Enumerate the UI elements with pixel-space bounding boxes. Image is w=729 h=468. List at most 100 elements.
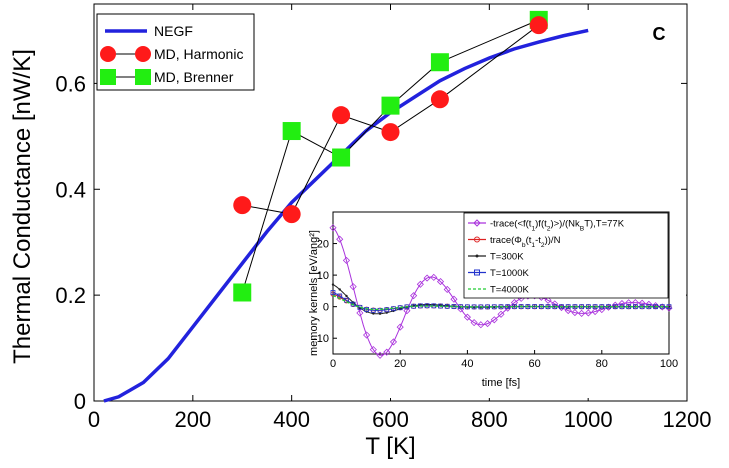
inset-series-marker (349, 283, 357, 291)
x-tick-label: 1000 (564, 407, 613, 432)
inset-series-marker (544, 296, 552, 304)
harmonic-point (332, 106, 351, 125)
brenner-point (381, 96, 400, 115)
inset-x-tick-label: 60 (528, 358, 540, 370)
inset-y-tick-label: -10 (313, 333, 329, 345)
x-axis-label: T [K] (365, 433, 415, 460)
x-tick-label: 0 (88, 407, 100, 432)
y-axis-label: Thermal Conductance [nW/K] (9, 49, 36, 364)
inset-series-marker (356, 309, 364, 317)
inset-series-marker (329, 224, 337, 232)
inset-series-marker (611, 301, 619, 309)
inset-series-marker (404, 304, 410, 310)
inset-series-marker (377, 307, 383, 313)
y-tick-label: 0 (74, 389, 86, 414)
inset-legend-box (463, 212, 669, 299)
inset-series-marker (463, 313, 471, 321)
inset-y-tick-label: 10 (317, 270, 329, 282)
inset-series-marker (370, 307, 376, 313)
y-tick-label: 0.4 (55, 177, 86, 202)
main-legend-label: MD, Brenner (154, 69, 234, 85)
inset-legend-label: T=1000K (490, 268, 529, 279)
inset-legend-marker (473, 219, 481, 227)
inset-series-marker (424, 303, 430, 309)
inset-series-marker (372, 312, 375, 315)
inset-series-marker (389, 338, 398, 346)
inset-series-line (332, 294, 669, 311)
x-tick-label: 400 (273, 407, 310, 432)
inset-x-tick-label: 0 (330, 358, 336, 370)
inset-x-tick-label: 20 (394, 358, 406, 370)
inset-series-marker (538, 304, 544, 310)
inset-series-marker (490, 316, 498, 324)
inset-series-marker (345, 294, 348, 298)
inset-series-marker (477, 321, 485, 329)
inset-series-marker (571, 309, 579, 317)
inset-y-tick-label: 0 (323, 302, 329, 314)
inset-series-marker (364, 307, 370, 312)
inset-plot: 0 20 40 60 80 100 -10 0 10 20 time [fs] memory kern… (306, 202, 686, 398)
inset-legend-label: trace(Φb(t1-t2))/N (490, 235, 561, 249)
inset-legend-label: T=300K (490, 252, 524, 263)
inset-series-marker (443, 285, 451, 294)
x-tick-label: 800 (471, 407, 508, 432)
inset-series-marker (369, 346, 377, 354)
brenner-point (430, 53, 449, 72)
inset-series-marker (599, 304, 605, 310)
inset-legend-label: T=4000K (490, 285, 529, 296)
inset-x-tick-label: 80 (596, 358, 608, 370)
inset-series-marker (639, 304, 645, 310)
inset-legend-marker (474, 236, 480, 243)
inset-series-marker (336, 235, 344, 243)
legend-brenner-marker (100, 69, 116, 85)
brenner-point (233, 283, 252, 302)
legend-harmonic-marker (100, 46, 116, 62)
inset-series-marker (497, 310, 505, 318)
inset-series-marker (410, 292, 418, 300)
inset-series-marker (383, 348, 391, 356)
inset-series-marker (450, 295, 458, 303)
inset-series-marker (559, 304, 564, 310)
inset-legend-marker (475, 254, 479, 258)
inset-series-marker (436, 278, 445, 286)
inset-series-marker (376, 351, 384, 359)
harmonic-point (529, 16, 548, 35)
inset-x-tick-label: 100 (660, 358, 678, 370)
inset-series-marker (591, 307, 599, 316)
harmonic-point (282, 205, 301, 224)
inset-series-marker (578, 309, 586, 317)
inset-series-marker (579, 304, 585, 310)
y-tick-label: 0.2 (55, 283, 86, 308)
inset-series-marker (338, 288, 341, 291)
x-tick-label: 600 (372, 407, 409, 432)
brenner-connector-line (241, 19, 539, 293)
harmonic-point (430, 90, 449, 109)
legend-brenner-marker (135, 69, 151, 85)
main-legend-label: NEGF (154, 23, 193, 39)
inset-series-marker (619, 304, 625, 310)
y-tick-label: 0.6 (55, 71, 86, 96)
inset-series-marker (384, 307, 390, 313)
x-tick-label: 1200 (663, 407, 712, 432)
inset-series-marker (584, 309, 592, 317)
brenner-point (282, 122, 301, 141)
inset-x-axis-label: time [fs] (482, 377, 521, 389)
inset-y-axis-label: memory kernels [eV/ang²] (308, 230, 320, 356)
inset-legend-marker (474, 269, 480, 276)
inset-legend-label: -trace(<f(t1)f(t2)>)/(NkBT),T=77K (490, 219, 625, 233)
main-legend-label: MD, Harmonic (154, 46, 243, 62)
harmonic-point (233, 196, 252, 215)
inset-series-marker (470, 319, 478, 327)
inset-series-marker (330, 290, 336, 295)
inset-series-marker (423, 274, 431, 282)
inset-y-tick-label: 20 (317, 239, 329, 251)
inset-series-marker (342, 256, 351, 264)
inset-series-marker (564, 306, 572, 315)
inset-series-marker (363, 331, 371, 339)
brenner-point (332, 148, 351, 167)
inset-series-marker (378, 312, 382, 315)
inset-series-marker (430, 273, 438, 281)
panel-label: C (653, 24, 666, 44)
